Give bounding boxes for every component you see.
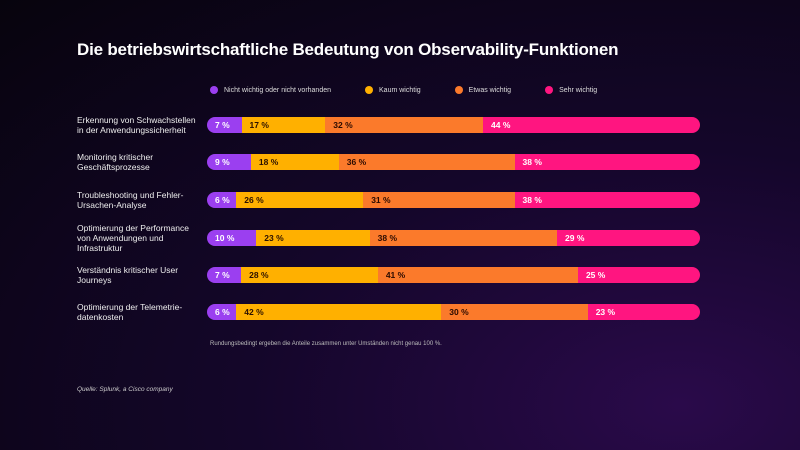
bar-segment: 7 % bbox=[207, 267, 242, 283]
bar-segment: 42 % bbox=[236, 304, 442, 320]
category-label: Troubleshooting und Fehler- Ursachen-Anal… bbox=[77, 190, 184, 210]
legend-swatch bbox=[545, 86, 554, 94]
bar-segment: 36 % bbox=[338, 154, 515, 170]
legend-swatch bbox=[210, 86, 218, 94]
bar-segment: 26 % bbox=[236, 192, 364, 208]
legend-item: Sehr wichtig bbox=[545, 86, 597, 94]
category-label: Monitoring kritischer Geschäftsprozesse bbox=[77, 152, 154, 172]
category-label: Erkennung von Schwachstellen in der Anwen… bbox=[77, 115, 196, 135]
bar-segment: 17 % bbox=[241, 117, 326, 133]
legend-swatch bbox=[454, 86, 463, 94]
bar-segment: 41 % bbox=[377, 267, 578, 283]
stacked-bar: 6 % 42 % 30 % 23 % bbox=[207, 304, 700, 320]
bar-segment: 38 % bbox=[514, 154, 700, 170]
legend-swatch bbox=[365, 86, 374, 94]
legend-label: Sehr wichtig bbox=[559, 86, 598, 94]
category-label: Optimierung der Telemetrie-datenkosten bbox=[77, 302, 183, 322]
bar-segment: 23 % bbox=[587, 304, 700, 320]
legend-label: Nicht wichtig oder nicht vorhanden bbox=[224, 86, 332, 94]
stacked-bar: 7 % 17 % 32 % 44 % bbox=[207, 117, 700, 133]
bar-segment: 6 % bbox=[207, 304, 237, 320]
bar-segment: 44 % bbox=[483, 117, 700, 133]
bar-segment: 38 % bbox=[369, 230, 557, 246]
bar-segment: 28 % bbox=[241, 267, 378, 283]
legend-label: Etwas wichtig bbox=[468, 86, 512, 94]
chart-title: Die betriebswirtschaftliche Bedeutung vo… bbox=[77, 40, 619, 59]
bar-segment: 10 % bbox=[207, 230, 257, 246]
category-label: Optimierung der Performance von Anwendung… bbox=[77, 223, 189, 253]
stacked-bar: 10 % 23 % 38 % 29 % bbox=[207, 230, 700, 246]
bar-segment: 32 % bbox=[325, 117, 484, 133]
legend-item: Nicht wichtig oder nicht vorhanden bbox=[210, 86, 331, 94]
bar-segment: 7 % bbox=[207, 117, 242, 133]
bar-segment: 31 % bbox=[363, 192, 515, 208]
legend-item: Etwas wichtig bbox=[454, 86, 512, 94]
bar-segment: 6 % bbox=[207, 192, 237, 208]
stacked-bar: 9 % 18 % 36 % 38 % bbox=[207, 154, 700, 170]
stacked-bar: 6 % 26 % 31 % 38 % bbox=[207, 192, 700, 208]
legend-item: Kaum wichtig bbox=[365, 86, 421, 94]
bar-segment: 38 % bbox=[514, 192, 700, 208]
category-label: Verständnis kritischer User Journeys bbox=[77, 265, 179, 285]
bar-segment: 9 % bbox=[207, 154, 251, 170]
bar-segment: 18 % bbox=[250, 154, 339, 170]
bar-segment: 30 % bbox=[441, 304, 588, 320]
bar-segment: 23 % bbox=[256, 230, 370, 246]
legend-label: Kaum wichtig bbox=[379, 86, 421, 94]
legend: Nicht wichtig oder nicht vorhanden Kaum w… bbox=[210, 86, 631, 94]
source-note: Quelle: Splunk, a Cisco company bbox=[77, 386, 173, 393]
stacked-bar: 7 % 28 % 41 % 25 % bbox=[207, 267, 700, 283]
bar-segment: 29 % bbox=[557, 230, 700, 246]
rounding-note: Rundungsbedingt ergeben die Anteile zusa… bbox=[210, 341, 442, 347]
bar-segment: 25 % bbox=[577, 267, 700, 283]
